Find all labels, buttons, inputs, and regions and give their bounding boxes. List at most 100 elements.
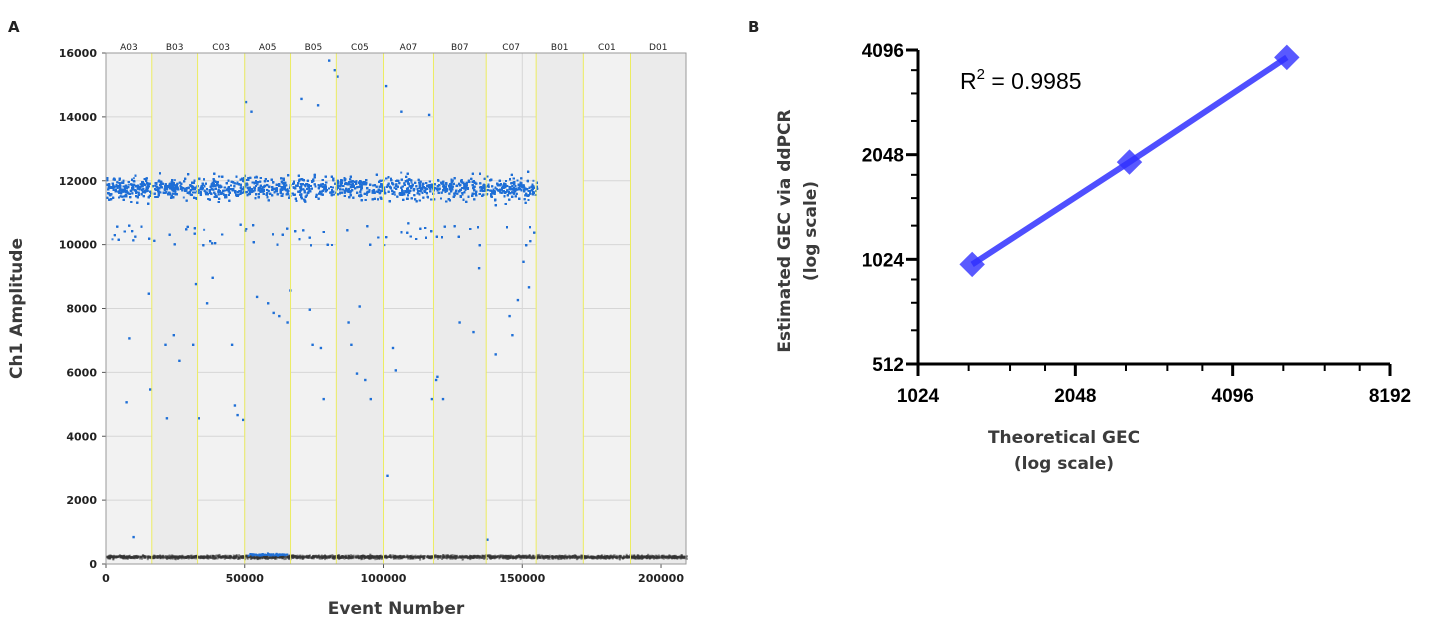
negative-droplet bbox=[636, 555, 639, 558]
negative-droplet bbox=[350, 557, 353, 559]
negative-droplet bbox=[548, 555, 550, 558]
negative-droplet bbox=[622, 554, 625, 557]
negative-droplet bbox=[130, 556, 133, 559]
negative-droplet bbox=[128, 554, 131, 557]
negative-droplet bbox=[109, 557, 112, 560]
low-droplet bbox=[275, 552, 278, 555]
negative-droplet bbox=[478, 555, 480, 558]
negative-droplet bbox=[173, 555, 176, 558]
negative-droplet bbox=[317, 554, 320, 557]
negative-droplet bbox=[558, 557, 561, 560]
low-droplet bbox=[250, 553, 253, 556]
negative-droplet bbox=[249, 556, 252, 559]
negative-droplet bbox=[640, 557, 643, 560]
negative-droplet bbox=[257, 557, 260, 559]
negative-droplet bbox=[380, 557, 383, 560]
negative-droplet bbox=[392, 557, 395, 560]
negative-droplet bbox=[455, 555, 458, 558]
negative-droplet bbox=[178, 556, 181, 559]
negative-droplet bbox=[368, 557, 371, 560]
negative-droplet bbox=[189, 555, 192, 558]
negative-droplet bbox=[364, 556, 366, 559]
negative-droplet bbox=[543, 555, 546, 558]
negative-droplet bbox=[482, 555, 485, 557]
negative-droplet bbox=[273, 556, 276, 559]
negative-droplet bbox=[434, 554, 437, 557]
negative-droplet bbox=[672, 556, 675, 559]
negative-droplet bbox=[633, 555, 636, 558]
negative-droplet bbox=[126, 556, 128, 559]
negative-droplet bbox=[366, 557, 369, 559]
negative-droplet bbox=[110, 555, 113, 558]
negative-droplet bbox=[220, 556, 222, 559]
negative-droplet bbox=[407, 555, 410, 558]
negative-droplet bbox=[653, 557, 655, 560]
negative-droplet bbox=[340, 555, 343, 558]
negative-droplet bbox=[360, 556, 363, 558]
negative-droplet bbox=[680, 554, 683, 556]
negative-droplet bbox=[183, 556, 186, 559]
negative-droplet bbox=[292, 555, 295, 558]
negative-droplet bbox=[287, 557, 290, 560]
low-droplet bbox=[280, 554, 282, 556]
negative-droplet bbox=[615, 554, 618, 557]
negative-droplet bbox=[536, 557, 539, 560]
negative-droplet bbox=[316, 556, 319, 559]
negative-droplet bbox=[467, 557, 470, 560]
negative-droplet bbox=[540, 557, 543, 560]
negative-droplet bbox=[270, 556, 273, 559]
negative-droplet bbox=[502, 555, 505, 558]
negative-droplet bbox=[223, 557, 226, 560]
well-shade bbox=[244, 53, 291, 564]
negative-droplet bbox=[192, 556, 195, 559]
negative-droplet bbox=[116, 556, 119, 559]
negative-droplet bbox=[312, 557, 315, 560]
negative-droplet bbox=[481, 554, 484, 557]
negative-droplet bbox=[308, 554, 311, 557]
negative-droplet bbox=[128, 556, 131, 559]
negative-droplet bbox=[392, 554, 395, 557]
negative-droplet bbox=[470, 556, 473, 559]
negative-droplet bbox=[241, 555, 244, 558]
negative-droplet bbox=[508, 557, 511, 560]
negative-droplet bbox=[604, 557, 607, 560]
negative-droplet bbox=[431, 555, 434, 558]
negative-droplet bbox=[505, 557, 508, 560]
negative-droplet bbox=[437, 557, 439, 560]
negative-droplet bbox=[369, 553, 372, 556]
negative-droplet bbox=[178, 555, 181, 558]
negative-droplet bbox=[426, 556, 429, 559]
negative-droplet bbox=[405, 556, 407, 559]
negative-droplet bbox=[270, 557, 273, 560]
negative-droplet bbox=[451, 556, 454, 559]
negative-droplet bbox=[373, 555, 376, 558]
negative-droplet bbox=[166, 556, 169, 559]
negative-droplet bbox=[190, 556, 193, 559]
negative-droplet bbox=[558, 556, 561, 559]
negative-droplet bbox=[398, 555, 401, 558]
negative-droplet bbox=[184, 555, 187, 558]
negative-droplet bbox=[232, 556, 235, 559]
negative-droplet bbox=[251, 557, 253, 560]
negative-droplet bbox=[660, 556, 663, 559]
negative-droplet bbox=[307, 557, 310, 559]
negative-droplet bbox=[195, 557, 198, 560]
negative-droplet bbox=[464, 556, 467, 559]
negative-droplet bbox=[161, 557, 164, 560]
negative-droplet bbox=[410, 554, 412, 557]
negative-droplet bbox=[489, 556, 492, 559]
negative-droplet bbox=[164, 555, 167, 558]
negative-droplet bbox=[606, 557, 609, 560]
negative-droplet bbox=[323, 556, 326, 559]
negative-droplet bbox=[483, 556, 486, 559]
negative-droplet bbox=[574, 556, 577, 559]
negative-droplet bbox=[528, 554, 531, 557]
negative-droplet bbox=[381, 556, 384, 559]
negative-droplet bbox=[284, 557, 287, 560]
negative-droplet bbox=[120, 555, 123, 558]
negative-droplet bbox=[290, 554, 293, 557]
negative-droplet bbox=[612, 554, 615, 557]
negative-droplet bbox=[489, 557, 492, 560]
negative-droplet bbox=[461, 558, 464, 561]
negative-droplet bbox=[300, 555, 302, 558]
